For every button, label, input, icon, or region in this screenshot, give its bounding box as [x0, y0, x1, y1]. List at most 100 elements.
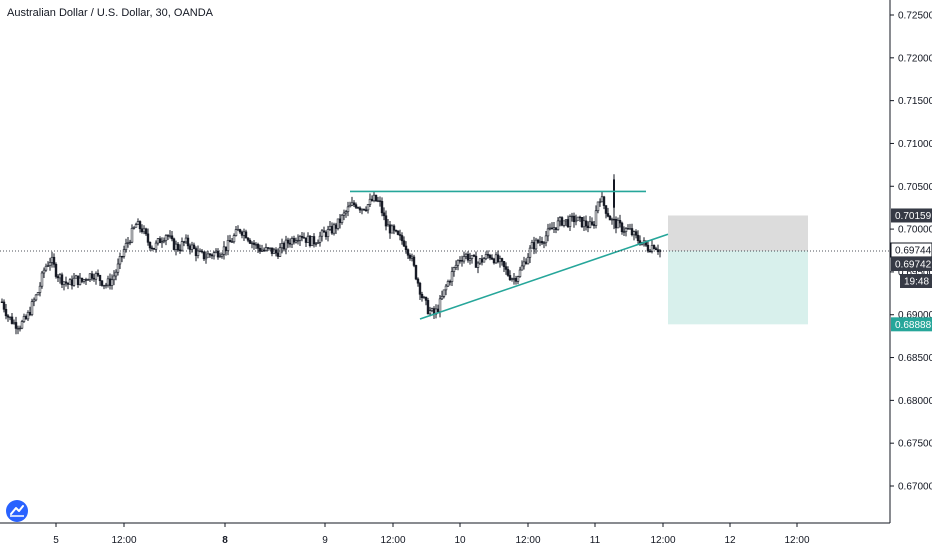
candle — [636, 230, 640, 244]
candle — [608, 215, 612, 221]
candle — [402, 236, 406, 247]
candle — [80, 277, 84, 284]
candle — [50, 251, 54, 268]
candle — [60, 272, 64, 289]
candle — [288, 238, 292, 248]
candle — [196, 245, 200, 259]
candle — [188, 243, 192, 255]
candle — [254, 242, 258, 249]
candle — [452, 266, 456, 277]
candle — [270, 247, 274, 257]
candle — [256, 242, 260, 254]
candle — [282, 241, 286, 252]
candle — [134, 222, 138, 228]
time-tick-label: 9 — [322, 535, 328, 546]
candle — [458, 256, 462, 264]
candle — [336, 218, 340, 231]
candle — [92, 273, 96, 282]
candle — [250, 241, 254, 249]
candle — [156, 238, 160, 246]
candle — [378, 196, 382, 207]
candle — [344, 209, 348, 218]
candle — [322, 226, 326, 233]
price-tags: 0.70159 0.69744 0.69742 19:48 0.68888 — [890, 208, 932, 332]
candle — [64, 276, 68, 287]
candle — [484, 251, 488, 261]
candle — [286, 237, 290, 248]
candle — [460, 255, 464, 267]
candle — [342, 209, 346, 221]
candle — [100, 280, 104, 287]
candle — [350, 196, 354, 206]
candle — [442, 289, 446, 299]
candle — [74, 274, 78, 279]
candle — [146, 228, 150, 246]
candle — [424, 296, 428, 306]
time-tick-label: 12:00 — [650, 535, 675, 546]
candle — [274, 247, 278, 257]
candle — [406, 248, 410, 259]
candle — [472, 254, 476, 257]
candle — [240, 230, 244, 239]
candle — [338, 213, 342, 229]
candle — [600, 192, 604, 203]
candle — [518, 266, 522, 278]
candle — [652, 244, 656, 250]
candle — [564, 219, 568, 227]
candle — [8, 316, 12, 321]
price-axis[interactable]: 0.72500 0.72000 0.71500 0.71000 0.70500 0.700… — [890, 11, 932, 493]
candle — [372, 191, 376, 203]
svg-text:19:48: 19:48 — [904, 277, 929, 288]
candle — [162, 237, 166, 244]
candle — [44, 263, 48, 272]
time-tick-label: 12:00 — [380, 535, 405, 546]
candle — [304, 237, 308, 247]
candle — [56, 274, 60, 282]
candle — [466, 251, 470, 263]
take-profit-zone[interactable] — [668, 251, 808, 325]
stop-loss-zone[interactable] — [668, 215, 808, 252]
candle — [334, 222, 338, 234]
candle — [374, 194, 378, 202]
candle — [70, 275, 74, 290]
candle — [534, 237, 538, 254]
candle — [416, 277, 420, 287]
candle — [570, 212, 574, 222]
candle — [384, 210, 388, 231]
price-tick-label: 0.72000 — [898, 53, 932, 64]
candle — [508, 270, 512, 282]
support-trendline[interactable] — [419, 233, 669, 320]
time-tick-label: 12:00 — [515, 535, 540, 546]
price-tick-label: 0.68500 — [898, 353, 932, 364]
candle — [618, 214, 622, 228]
candle — [370, 195, 374, 202]
candle — [48, 257, 52, 271]
candle — [114, 269, 118, 281]
candle — [54, 262, 58, 279]
candle — [326, 225, 330, 242]
candle — [574, 214, 578, 226]
price-tick-label: 0.70500 — [898, 182, 932, 193]
candle — [90, 270, 94, 281]
candle — [560, 216, 564, 227]
candle — [562, 220, 566, 228]
candle — [218, 252, 222, 258]
candle — [24, 314, 28, 320]
time-tick-label: 12:00 — [784, 535, 809, 546]
candle — [290, 236, 294, 248]
candle — [124, 238, 128, 253]
candle — [320, 228, 324, 242]
candle — [30, 298, 34, 317]
tradingview-logo-icon[interactable] — [6, 500, 28, 522]
candle — [172, 237, 176, 251]
candle — [328, 221, 332, 231]
candle — [408, 253, 412, 261]
candle — [430, 307, 434, 312]
time-axis[interactable]: 5 12:00 8 9 12:00 10 12:00 11 12:00 12 12:00 — [53, 523, 810, 546]
candle — [530, 239, 534, 249]
candle — [136, 218, 140, 225]
candle — [126, 237, 130, 248]
candle — [20, 319, 24, 330]
candle — [368, 193, 372, 207]
